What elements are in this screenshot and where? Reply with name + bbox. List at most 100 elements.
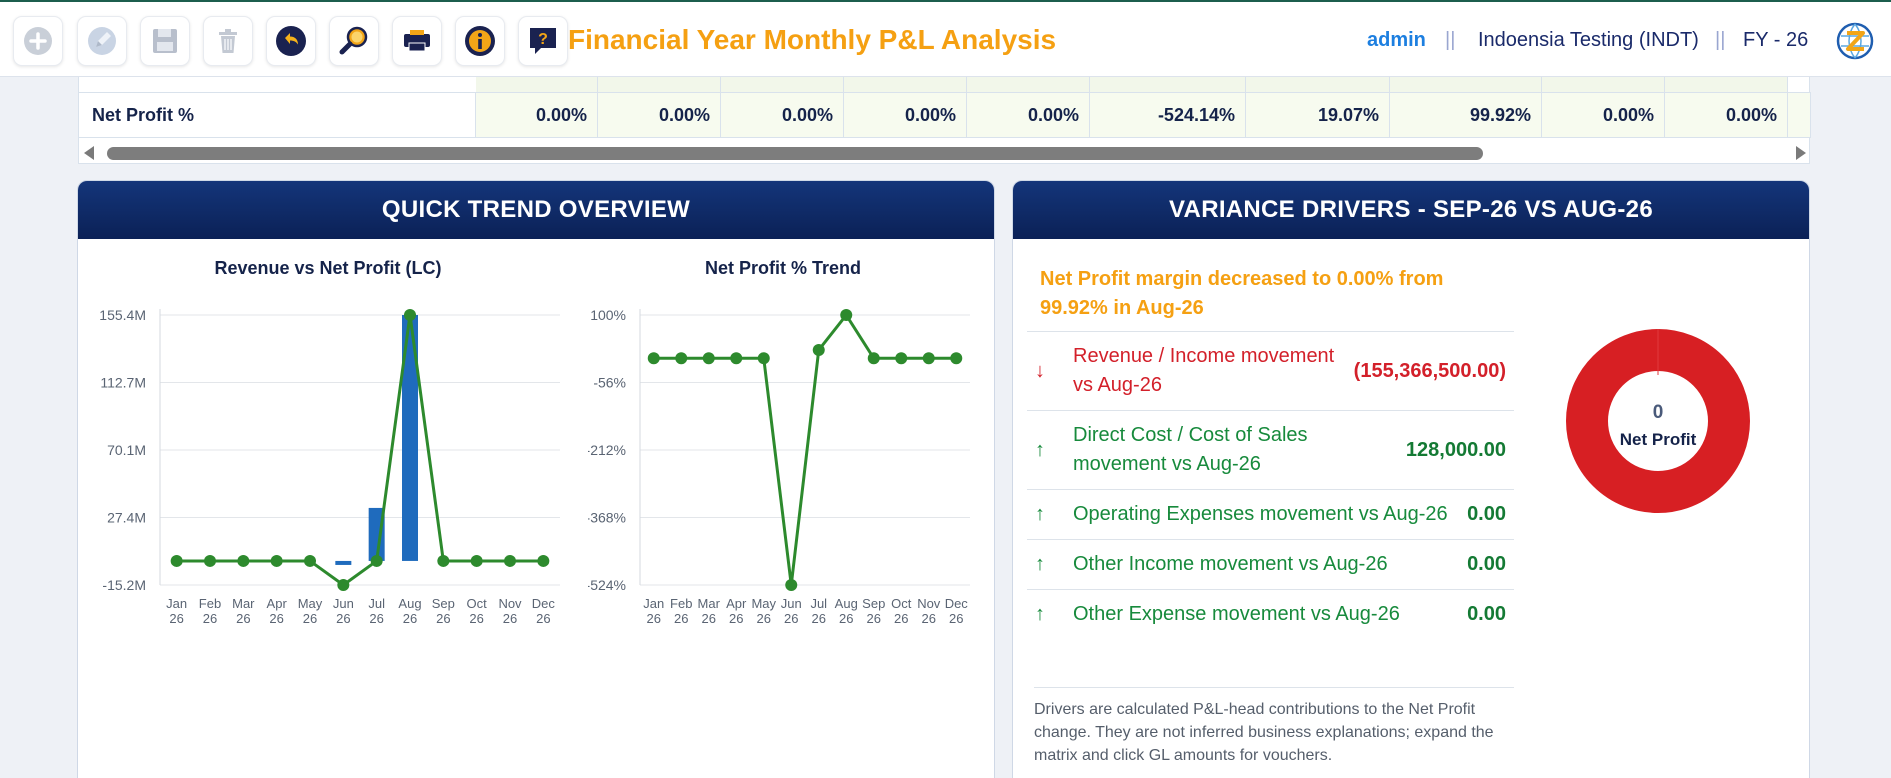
data-point (702, 352, 715, 365)
x-tick-label: 26 (839, 611, 853, 626)
matrix-cell-mar[interactable]: 0.00% (721, 93, 844, 137)
top-toolbar: ? Financial Year Monthly P&L Analysis ad… (0, 0, 1891, 77)
delete-icon (219, 29, 237, 53)
help-button[interactable]: ? (518, 16, 568, 66)
data-point (757, 352, 770, 365)
data-point (204, 554, 216, 567)
x-tick-label: 26 (436, 611, 450, 626)
print-button[interactable] (392, 16, 442, 66)
separator: || (1445, 29, 1456, 51)
x-tick-label: Jan (643, 596, 664, 611)
page-title: Financial Year Monthly P&L Analysis (568, 24, 1057, 55)
x-tick-label: Dec (945, 596, 969, 611)
matrix-cell-aug[interactable]: 99.92% (1390, 93, 1542, 137)
info-button[interactable] (455, 16, 505, 66)
data-point (812, 344, 825, 357)
data-point (370, 554, 383, 567)
svg-text:?: ? (538, 31, 548, 48)
x-tick-label: Aug (835, 596, 858, 611)
data-point (785, 579, 798, 591)
up-arrow-icon: ↑ (1035, 603, 1045, 625)
x-tick-label: 26 (369, 611, 383, 626)
matrix-cell (1246, 77, 1390, 92)
horizontal-scrollbar[interactable] (79, 143, 1811, 163)
scroll-right-arrow-icon[interactable] (1796, 146, 1806, 160)
revenue-chart-title: Revenue vs Net Profit (LC) (214, 258, 442, 278)
margin-chart-title: Net Profit % Trend (704, 258, 861, 278)
edit-icon (88, 27, 116, 55)
x-tick-label: Mar (698, 596, 721, 611)
x-tick-label: Jun (333, 596, 354, 611)
x-tick-label: Sep (432, 596, 455, 611)
matrix-cell-jun[interactable]: -524.14% (1090, 93, 1246, 137)
add-button[interactable] (13, 16, 63, 66)
data-point (675, 352, 688, 365)
matrix-cell-jul[interactable]: 19.07% (1246, 93, 1390, 137)
data-point (895, 352, 908, 365)
x-tick-label: 26 (647, 611, 661, 626)
user-link[interactable]: admin (1367, 29, 1426, 51)
undo-icon (276, 26, 306, 56)
matrix-cell-sep[interactable]: 0.00% (1542, 93, 1665, 137)
matrix-cell-oct[interactable]: 0.00% (1665, 93, 1788, 137)
x-tick-label: Apr (267, 596, 288, 611)
save-icon (153, 29, 177, 53)
x-tick-label: 26 (236, 611, 250, 626)
list-item: ↑ Other Expense movement vs Aug-26 0.00 (1027, 589, 1514, 639)
up-arrow-icon: ↑ (1035, 553, 1045, 575)
pl-matrix: Net Profit % 0.00% 0.00% 0.00% 0.00% 0.0… (78, 77, 1811, 164)
x-tick-label: Dec (532, 596, 556, 611)
y-tick-label: 112.7M (100, 375, 146, 391)
x-tick-label: Jan (166, 596, 187, 611)
data-point (270, 554, 283, 567)
trend-panel-title: QUICK TREND OVERVIEW (78, 181, 994, 239)
x-tick-label: Aug (398, 596, 421, 611)
matrix-cell (844, 77, 967, 92)
matrix-cell-may[interactable]: 0.00% (967, 93, 1090, 137)
data-point (647, 352, 660, 365)
table-row: Net Profit % 0.00% 0.00% 0.00% 0.00% 0.0… (79, 92, 1811, 138)
down-arrow-icon: ↓ (1035, 359, 1045, 382)
y-tick-label: -56% (593, 375, 626, 391)
x-tick-label: Sep (862, 596, 885, 611)
matrix-cell-apr[interactable]: 0.00% (844, 93, 967, 137)
x-tick-label: May (751, 596, 776, 611)
x-tick-label: 26 (867, 611, 881, 626)
scrollbar-thumb[interactable] (107, 147, 1483, 160)
driver-list: ↓ Revenue / Income movement vs Aug-26 (1… (1027, 331, 1514, 639)
search-button[interactable] (329, 16, 379, 66)
data-point (437, 554, 450, 567)
data-point (404, 309, 416, 321)
list-item: ↑ Other Income movement vs Aug-26 0.00 (1027, 539, 1514, 589)
matrix-cell (1090, 77, 1246, 92)
scroll-left-arrow-icon[interactable] (84, 146, 94, 160)
data-point (867, 352, 880, 365)
revenue-chart: 155.4M112.7M70.1M27.4M-15.2MJan26Feb26Ma… (99, 307, 560, 626)
save-button[interactable] (140, 16, 190, 66)
x-tick-label: Nov (917, 596, 941, 611)
x-tick-label: Nov (498, 596, 522, 611)
y-tick-label: 100% (590, 307, 626, 323)
trend-panel: QUICK TREND OVERVIEW Revenue vs Net Prof… (77, 180, 995, 778)
donut-label: Net Profit (1620, 430, 1697, 449)
undo-button[interactable] (266, 16, 316, 66)
x-tick-label: 26 (403, 611, 417, 626)
matrix-cell (1542, 77, 1665, 92)
info-icon (465, 26, 495, 56)
data-point (304, 554, 316, 567)
y-tick-label: 70.1M (107, 442, 146, 458)
matrix-cell (967, 77, 1090, 92)
x-tick-label: 26 (757, 611, 771, 626)
matrix-cell-jan[interactable]: 0.00% (476, 93, 598, 137)
matrix-cell-partial (1788, 93, 1811, 137)
data-point (840, 309, 853, 322)
delete-button[interactable] (203, 16, 253, 66)
driver-value: 128,000.00 (1405, 438, 1506, 461)
driver-label: Operating Expenses movement vs Aug-26 (1073, 503, 1448, 525)
data-point (170, 554, 183, 567)
edit-button[interactable] (77, 16, 127, 66)
matrix-cell-feb[interactable]: 0.00% (598, 93, 721, 137)
data-point (950, 352, 963, 365)
help-icon: ? (530, 28, 556, 54)
list-item: ↑ Direct Cost / Cost of Sales movement v… (1027, 410, 1514, 489)
